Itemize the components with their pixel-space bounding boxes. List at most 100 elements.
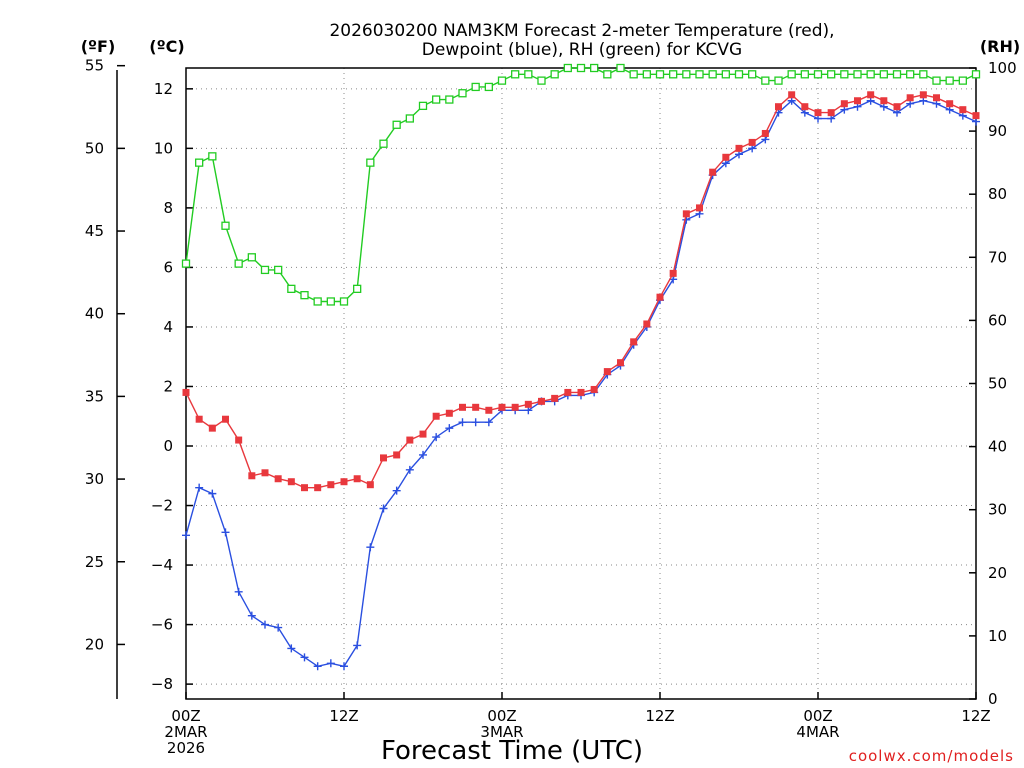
rh-tick-label: 80 [988,185,1007,203]
data-point [696,204,703,212]
data-point [748,138,756,146]
data-point [392,120,401,129]
x-tick-label: 12Z [961,707,990,725]
data-point [300,291,309,300]
data-point [867,91,875,99]
data-point [906,94,914,102]
data-point [445,409,453,417]
f-tick-label: 50 [85,139,104,157]
data-point [971,70,981,79]
data-point [260,265,270,275]
data-point [274,265,283,275]
data-point [287,284,296,294]
data-point [800,70,809,79]
data-point [379,139,388,148]
data-point [629,70,638,79]
data-point [735,144,743,152]
c-tick-label: 8 [163,199,173,217]
data-point [879,70,888,79]
chart-title-line-2: Dewpoint (blue), RH (green) for KCVG [422,40,742,60]
data-point [393,451,401,459]
data-point [208,424,216,432]
data-point [287,478,295,486]
data-point [326,659,335,668]
c-tick-label: 10 [154,139,173,157]
series-dewpoint [182,96,980,671]
data-point [366,158,375,167]
data-point [932,76,941,85]
data-point [485,406,493,414]
source-credit: coolwx.com/models [849,747,1014,765]
data-point [563,63,572,73]
data-point [208,489,217,498]
f-tick-label: 25 [85,553,104,571]
data-point [906,70,915,79]
series-layer [181,63,981,671]
data-point [366,481,374,489]
data-point [721,70,730,79]
c-tick-label: −4 [151,556,173,574]
data-point [484,418,493,427]
data-point [919,91,927,99]
data-point [459,403,466,411]
data-point [405,465,414,474]
f-tick-label: 20 [85,635,104,653]
data-point [406,436,414,444]
data-point [854,97,861,105]
data-point [484,82,493,92]
data-point [959,106,967,114]
data-point [656,293,664,301]
fahrenheit-axis: 55 50 45 40 35 30 25 20 [85,57,125,653]
data-point [182,388,190,396]
data-point [827,109,835,117]
data-point [617,359,624,367]
c-tick-label: 4 [163,318,173,336]
x-tick-label: 12Z [645,707,674,725]
data-point [498,403,506,411]
data-point [392,486,401,495]
c-tick-label: −6 [151,616,173,634]
data-point [576,63,586,73]
rh-unit-label: (RH) [980,37,1020,56]
x-tick-label: 2MAR [164,723,207,741]
data-point [550,70,559,79]
data-point [340,662,348,671]
data-point [432,433,441,442]
data-point [958,76,967,85]
data-point [511,70,520,79]
data-point [551,394,559,402]
data-point [630,338,638,346]
x-tick-label: 00Z [487,707,516,725]
c-tick-label: 12 [154,80,173,98]
data-point [774,76,783,85]
data-point [182,531,190,540]
data-point [722,153,730,161]
data-point [538,397,545,405]
data-point [787,70,796,79]
x-tick-label: 00Z [171,707,200,725]
data-point [445,424,454,433]
rh-tick-label: 50 [988,375,1007,393]
data-point [642,70,651,79]
data-point [234,259,243,268]
f-tick-label: 30 [85,470,104,488]
data-point [564,388,572,396]
rh-tick-label: 30 [988,501,1007,519]
data-point [339,297,349,306]
data-point [181,259,191,268]
data-point [524,70,533,79]
data-point [419,450,427,459]
f-tick-label: 35 [85,387,104,405]
f-tick-label: 45 [85,222,104,240]
rh-tick-label: 0 [988,690,998,708]
data-point [247,611,256,620]
data-point [432,412,440,420]
x-tick-label: 12Z [329,707,358,725]
data-point [195,483,204,492]
data-point [353,475,361,483]
rh-tick-label: 90 [988,122,1007,140]
rh-tick-label: 20 [988,564,1007,582]
celsius-unit-label: (ºC) [149,37,184,56]
data-point [380,454,387,462]
